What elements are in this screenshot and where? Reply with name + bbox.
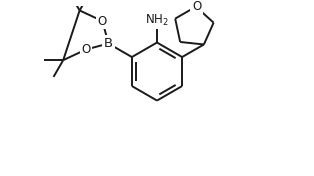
Text: B: B <box>104 37 113 50</box>
Text: O: O <box>81 43 91 56</box>
Text: NH$_2$: NH$_2$ <box>145 13 169 28</box>
Text: O: O <box>192 0 202 13</box>
Text: O: O <box>98 15 107 28</box>
